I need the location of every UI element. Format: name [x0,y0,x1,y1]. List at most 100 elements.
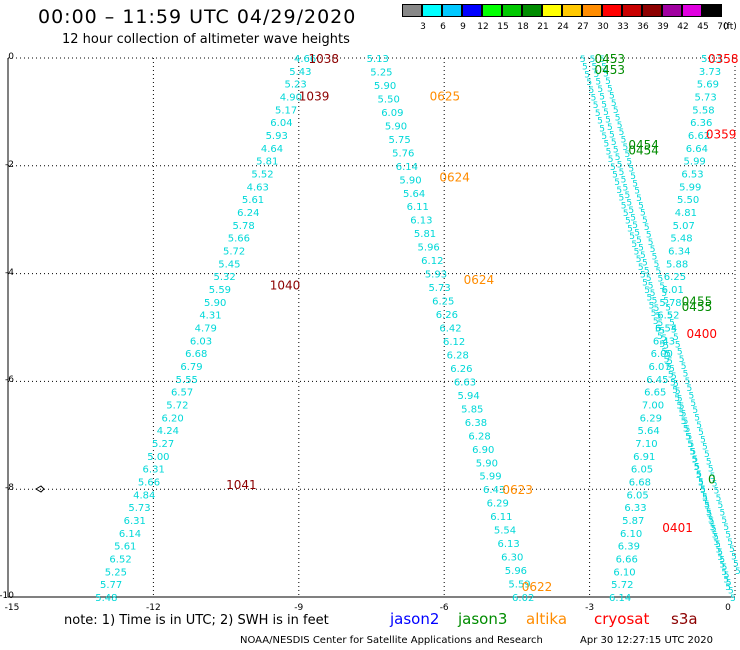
dense-track-mark: 5 [640,271,646,281]
swh-value-label: 6.02 [512,593,534,604]
dense-track-mark: 5 [634,187,640,197]
pass-time-label: 0359 [706,127,737,141]
dense-track-mark: 5 [733,560,739,570]
y-tick-label: -10 [0,591,14,601]
dense-track-mark: 5 [619,168,625,178]
swh-value-label: 5.00 [147,452,169,463]
swh-value-label: 6.26 [436,310,458,321]
legend-swatch [522,4,542,17]
legend-label: 18 [517,22,529,32]
dense-track-mark: 5 [694,462,700,472]
dense-track-mark: 5 [612,171,618,181]
dense-track-mark: 5 [728,586,734,596]
dense-track-mark: 5 [609,130,615,140]
dense-track-mark: 5 [644,223,650,233]
swh-value-label: 6.65 [644,388,666,399]
dense-track-mark: 5 [713,532,719,542]
dense-track-mark: 5 [706,457,712,467]
legend-swatch [702,4,722,17]
swh-value-label: 5.45 [218,259,240,270]
swh-value-label: 5.27 [152,439,174,450]
dense-track-mark: 5 [603,108,609,118]
dense-track-mark: 5 [718,553,724,563]
dense-track-mark: 5 [650,245,656,255]
swh-value-label: 3.73 [699,67,721,78]
dense-track-mark: 5 [677,395,683,405]
pass-time-label: 0624 [464,273,495,287]
dense-track-mark: 5 [621,201,627,211]
credit-text: NOAA/NESDIS Center for Satellite Applica… [240,635,543,646]
swh-value-label: 5.54 [494,526,516,537]
dense-track-mark: 5 [700,486,706,496]
dense-track-mark: 5 [619,128,625,138]
dense-track-mark: 5 [729,545,735,555]
swh-value-label: 6.66 [616,555,638,566]
dense-track-mark: 5 [588,86,594,96]
dense-track-mark: 5 [690,399,696,409]
grid-lines [7,57,736,598]
legend-label: 39 [657,22,669,32]
swh-value-label: 6.10 [620,529,642,540]
swh-value-label: 5.61 [242,195,264,206]
swh-value-label: 6.07 [648,362,670,373]
dense-track-mark: 5 [652,296,658,306]
swh-value-label: 5.50 [677,195,699,206]
dense-track-mark: 5 [595,78,601,88]
dense-track-mark: 5 [611,99,617,109]
page-title: 00:00 – 11:59 UTC 04/29/2020 [38,6,357,28]
dense-track-mark: 5 [656,267,662,277]
pass-time-label: 1038 [308,52,339,66]
dense-track-mark: 5 [696,470,702,480]
swh-value-label: 5.96 [418,243,440,254]
legend-label: 15 [497,22,509,32]
dense-track-mark: 5 [657,332,663,342]
satellite-label: cryosat [594,610,650,628]
x-tick-label: -15 [4,603,20,613]
swh-value-label: 5.90 [204,298,226,309]
dense-track-mark: 5 [685,432,691,442]
dense-track-mark: 5 [582,63,588,73]
dense-track-mark: 5 [718,501,724,511]
y-tick-label: -8 [5,483,14,494]
dense-track-mark: 5 [661,348,667,358]
swh-value-label: 6.25 [664,272,686,283]
swh-value-label: 5.48 [670,234,692,245]
dense-track-mark: 5 [671,326,677,336]
dense-track-mark: 5 [615,153,621,163]
dense-track-mark: 5 [601,62,607,72]
swh-value-label: 6.38 [465,418,487,429]
dense-track-mark: 5 [644,266,650,276]
swh-value-label: 6.05 [627,490,649,501]
swh-value-label: 6.54 [655,324,677,335]
swh-value-label: 5.75 [388,135,410,146]
swh-value-label: 5.73 [428,283,450,294]
pass-time-label: 0454 [628,138,659,152]
dense-track-mark: 5 [717,548,723,558]
footer-note: note: 1) Time is in UTC; 2) SWH is in fe… [64,613,329,628]
x-tick-label: -9 [294,603,304,613]
dense-track-mark: 5 [640,251,646,261]
y-tick-label: -6 [5,375,14,386]
swh-value-label: 5.90 [385,121,407,132]
swh-value-label: 6.31 [143,465,165,476]
dense-track-mark: 5 [700,435,706,445]
legend-swatch [542,4,562,17]
legend-swatch [462,4,482,17]
dense-track-mark: 5 [669,318,675,328]
swh-value-label: 6.33 [624,503,646,514]
legend-label: 21 [537,22,549,32]
legend-swatch [662,4,682,17]
dense-track-mark: 5 [607,84,613,94]
dense-track-mark: 5 [687,440,693,450]
dense-track-mark: 5 [629,232,635,242]
swh-value-label: 5.66 [138,478,160,489]
swh-value-label: 6.62 [688,131,710,142]
dense-track-mark: 5 [640,209,646,219]
dense-track-mark: 5 [721,568,727,578]
dense-track-mark: 5 [604,140,610,150]
legend-label: 12 [477,22,489,32]
swh-value-label: 5.90 [374,81,396,92]
dense-track-mark: 5 [628,206,634,216]
page-subtitle: 12 hour collection of altimeter wave hei… [62,32,350,47]
dense-track-mark: 5 [649,301,655,311]
